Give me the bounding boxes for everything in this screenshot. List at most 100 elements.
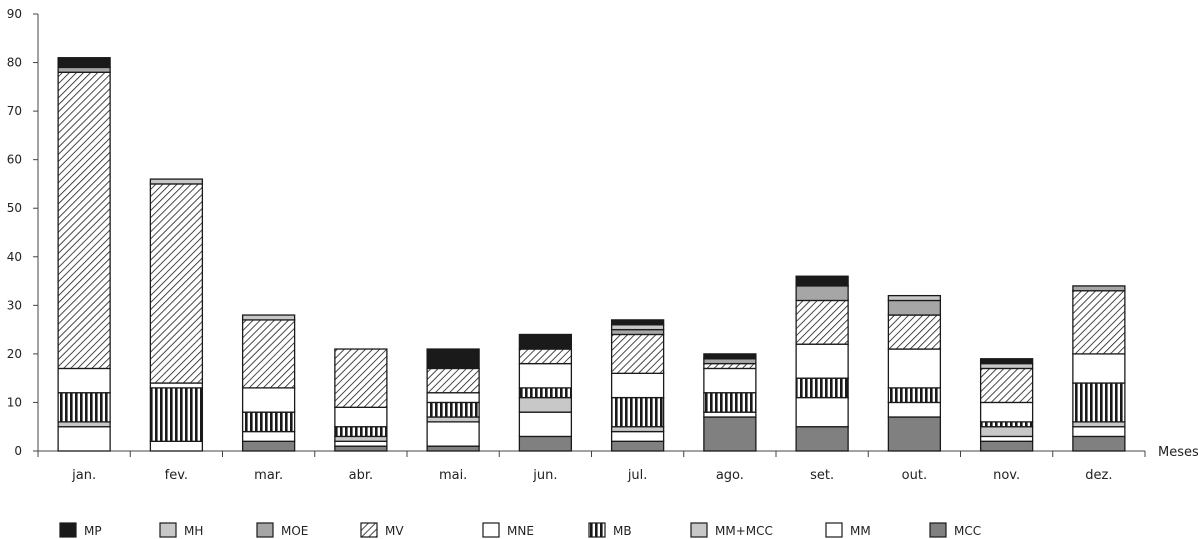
bar-segment-mcc [1072,435,1126,452]
x-tick-label: jan. [71,468,96,483]
bar-segment-mh [149,178,204,185]
bar-segment-mne [57,367,111,394]
bar-segment-mne [610,372,665,399]
bar-segment-mm-mcc [426,416,480,423]
bar-stack-jun [518,333,573,452]
bar-segment-mne [518,362,573,389]
bar-segment-mh [610,324,665,331]
bar-segment-mb [795,377,849,399]
y-tick-label: 80 [7,56,22,70]
bar-segment-mv [426,367,480,394]
x-tick-label: abr. [349,468,374,483]
legend-label: MM [850,524,871,538]
legend-label: MNE [507,524,534,538]
bar-segment-mne [979,401,1034,423]
bars [57,57,1126,452]
legend-item-mp: MP [59,522,102,538]
bar-segment-mne [795,343,849,379]
legend-item-mcc: MCC [929,522,981,538]
legend-swatch [256,522,274,538]
bar-segment-moe [57,66,111,73]
bar-segment-mm [1072,426,1126,438]
y-tick-label: 30 [7,298,22,312]
bar-segment-moe [610,328,665,336]
y-tick-label: 70 [7,104,22,118]
x-axis-labels: jan. fev. mar. abr. mai. jun. jul. ago. set. out.… [71,468,1112,483]
legend-swatch [159,522,177,538]
x-tick-label: out. [902,468,927,483]
axes: 0 10 20 30 40 50 60 70 80 90 [7,7,1146,458]
y-tick-label: 50 [7,201,22,215]
bar-segment-mp [703,353,757,360]
bar-segment-mb [334,426,388,438]
bar-segment-mp [518,333,573,350]
legend-label: MM+MCC [715,524,773,538]
legend-label: MOE [281,524,308,538]
bar-segment-mcc [334,445,388,452]
y-tick-label: 90 [7,7,22,21]
bar-segment-mb [426,401,480,418]
bar-stack-jan [57,57,111,452]
bar-segment-mp [57,57,111,69]
x-tick-label: fev. [165,468,188,483]
bar-stack-out [887,294,942,452]
legend-item-mne: MNE [482,522,534,538]
bar-segment-mb [518,387,573,399]
x-tick-label: jul. [627,468,648,483]
x-tick-label: mar. [254,468,283,483]
bar-segment-mv [610,333,665,374]
bar-segment-mne [149,382,204,389]
bar-segment-mm [334,440,388,447]
y-tick-label: 20 [7,347,22,361]
y-tick-label: 0 [14,444,22,458]
bar-segment-mv [703,362,757,370]
bar-segment-mp [795,275,849,287]
bar-segment-mv [241,319,296,389]
legend-swatch [825,522,843,538]
bar-segment-mne [703,367,757,394]
bar-segment-mp [610,319,665,326]
legend-item-mh: MH [159,522,203,538]
bar-segment-mcc [610,440,665,452]
bar-stack-ago [703,353,757,452]
bar-segment-moe [1072,285,1126,292]
x-tick-label: jun. [532,468,557,483]
x-tick-label: mai. [439,468,467,483]
legend: MP MH MOE MV MNE MB MM+MCC MM MCC [59,522,981,538]
bar-segment-mh [979,362,1034,370]
bar-segment-mv [149,183,204,384]
bar-segment-mv [887,314,942,350]
bar-segment-mm [887,401,942,418]
bar-segment-mb [703,392,757,413]
bar-segment-mm [795,396,849,428]
x-tick-label: dez. [1085,468,1112,483]
bar-segment-mne [241,387,296,413]
bar-segment-mb [241,411,296,433]
legend-swatch [360,522,378,538]
bar-segment-mb [979,421,1034,428]
x-axis-title: Meses [1158,445,1198,460]
bar-segment-mm [149,440,204,452]
legend-label: MV [385,524,404,538]
legend-item-moe: MOE [256,522,308,538]
bar-segment-mm-mcc [979,426,1034,438]
legend-swatch [59,522,77,538]
bar-segment-mm [57,426,111,452]
bar-segment-mv [57,71,111,370]
bar-segment-mb [887,387,942,404]
legend-swatch [690,522,708,538]
bar-segment-mcc [979,440,1034,452]
legend-swatch [588,522,606,538]
legend-item-mm-mcc: MM+MCC [690,522,773,538]
legend-label: MP [84,524,102,538]
bar-segment-mcc [241,440,296,452]
bar-segment-mm [241,430,296,442]
bar-segment-moe [887,299,942,316]
y-tick-label: 10 [7,395,22,409]
bar-segment-mne [334,406,388,428]
y-tick-label: 40 [7,250,22,264]
legend-item-mv: MV [360,522,404,538]
legend-swatch [482,522,500,538]
bar-stack-fev [149,178,204,452]
